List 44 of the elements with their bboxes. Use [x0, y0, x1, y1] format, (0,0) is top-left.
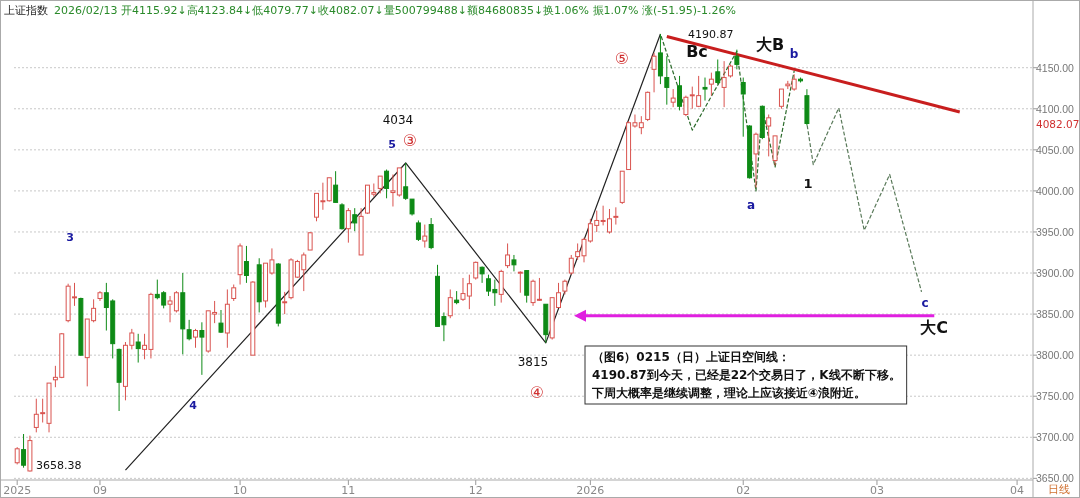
y-tick-label: 3750.00	[1036, 390, 1075, 403]
annotation: （图6）0215（日）上证日空间线：	[592, 350, 790, 364]
annotation: 1	[803, 176, 813, 191]
annotation: 大B	[755, 35, 785, 54]
annotation: 4190.87	[688, 28, 734, 41]
annotation: a	[746, 198, 756, 212]
annotation: 5	[388, 138, 396, 151]
x-tick-label: 04	[1010, 484, 1025, 497]
y-tick-label: 3950.00	[1036, 225, 1075, 238]
y-tick-label: 3800.00	[1036, 349, 1075, 362]
x-tick-label: 2025	[3, 484, 32, 497]
x-tick-label: 02	[736, 484, 751, 497]
annotation: ⑤	[614, 49, 630, 68]
annotation: ④	[529, 383, 545, 402]
annotation: 下周大概率是继续调整，理论上应该接近④浪附近。	[592, 386, 867, 400]
y-tick-label: 4050.00	[1036, 143, 1075, 156]
annotation: 4	[189, 399, 197, 412]
annotation: 4190.87到今天，已经是22个交易日了，K线不断下移。	[592, 368, 901, 382]
annotation: 3815	[517, 355, 549, 369]
annotation: ③	[402, 131, 418, 150]
y-tick-label: 3900.00	[1036, 267, 1075, 280]
annotation: 日线	[1048, 483, 1070, 496]
x-tick-label: 2026	[576, 484, 605, 497]
annotation: 3658.38	[36, 459, 82, 472]
annotation: 4034	[382, 113, 414, 127]
y-tick-label: 4100.00	[1036, 102, 1075, 115]
x-tick-label: 03	[869, 484, 884, 497]
chart-title: 上证指数	[4, 4, 48, 17]
annotation: c	[921, 296, 929, 310]
y-tick-label: 3850.00	[1036, 308, 1075, 321]
annotation: 4082.07	[1036, 118, 1080, 130]
y-tick-label: 3650.00	[1036, 472, 1075, 485]
annotation: Bc	[686, 42, 708, 61]
y-tick-label: 3700.00	[1036, 431, 1075, 444]
y-tick-label: 4150.00	[1036, 61, 1075, 74]
x-tick-label: 11	[341, 484, 356, 497]
x-tick-label: 12	[468, 484, 483, 497]
x-tick-label: 10	[233, 484, 248, 497]
annotation: 大C	[920, 318, 948, 337]
y-tick-label: 4000.00	[1036, 184, 1075, 197]
x-tick-label: 09	[92, 484, 107, 497]
annotation: b	[789, 47, 799, 61]
chart-subtitle: 2026/02/13 开4115.92↓高4123.84↓低4079.77↓收4082.07↓量500799488↓额84680835↓换1.06% 振1.07% 涨(-51.95)-1.26%	[54, 4, 736, 17]
annotation: 3	[66, 231, 74, 244]
